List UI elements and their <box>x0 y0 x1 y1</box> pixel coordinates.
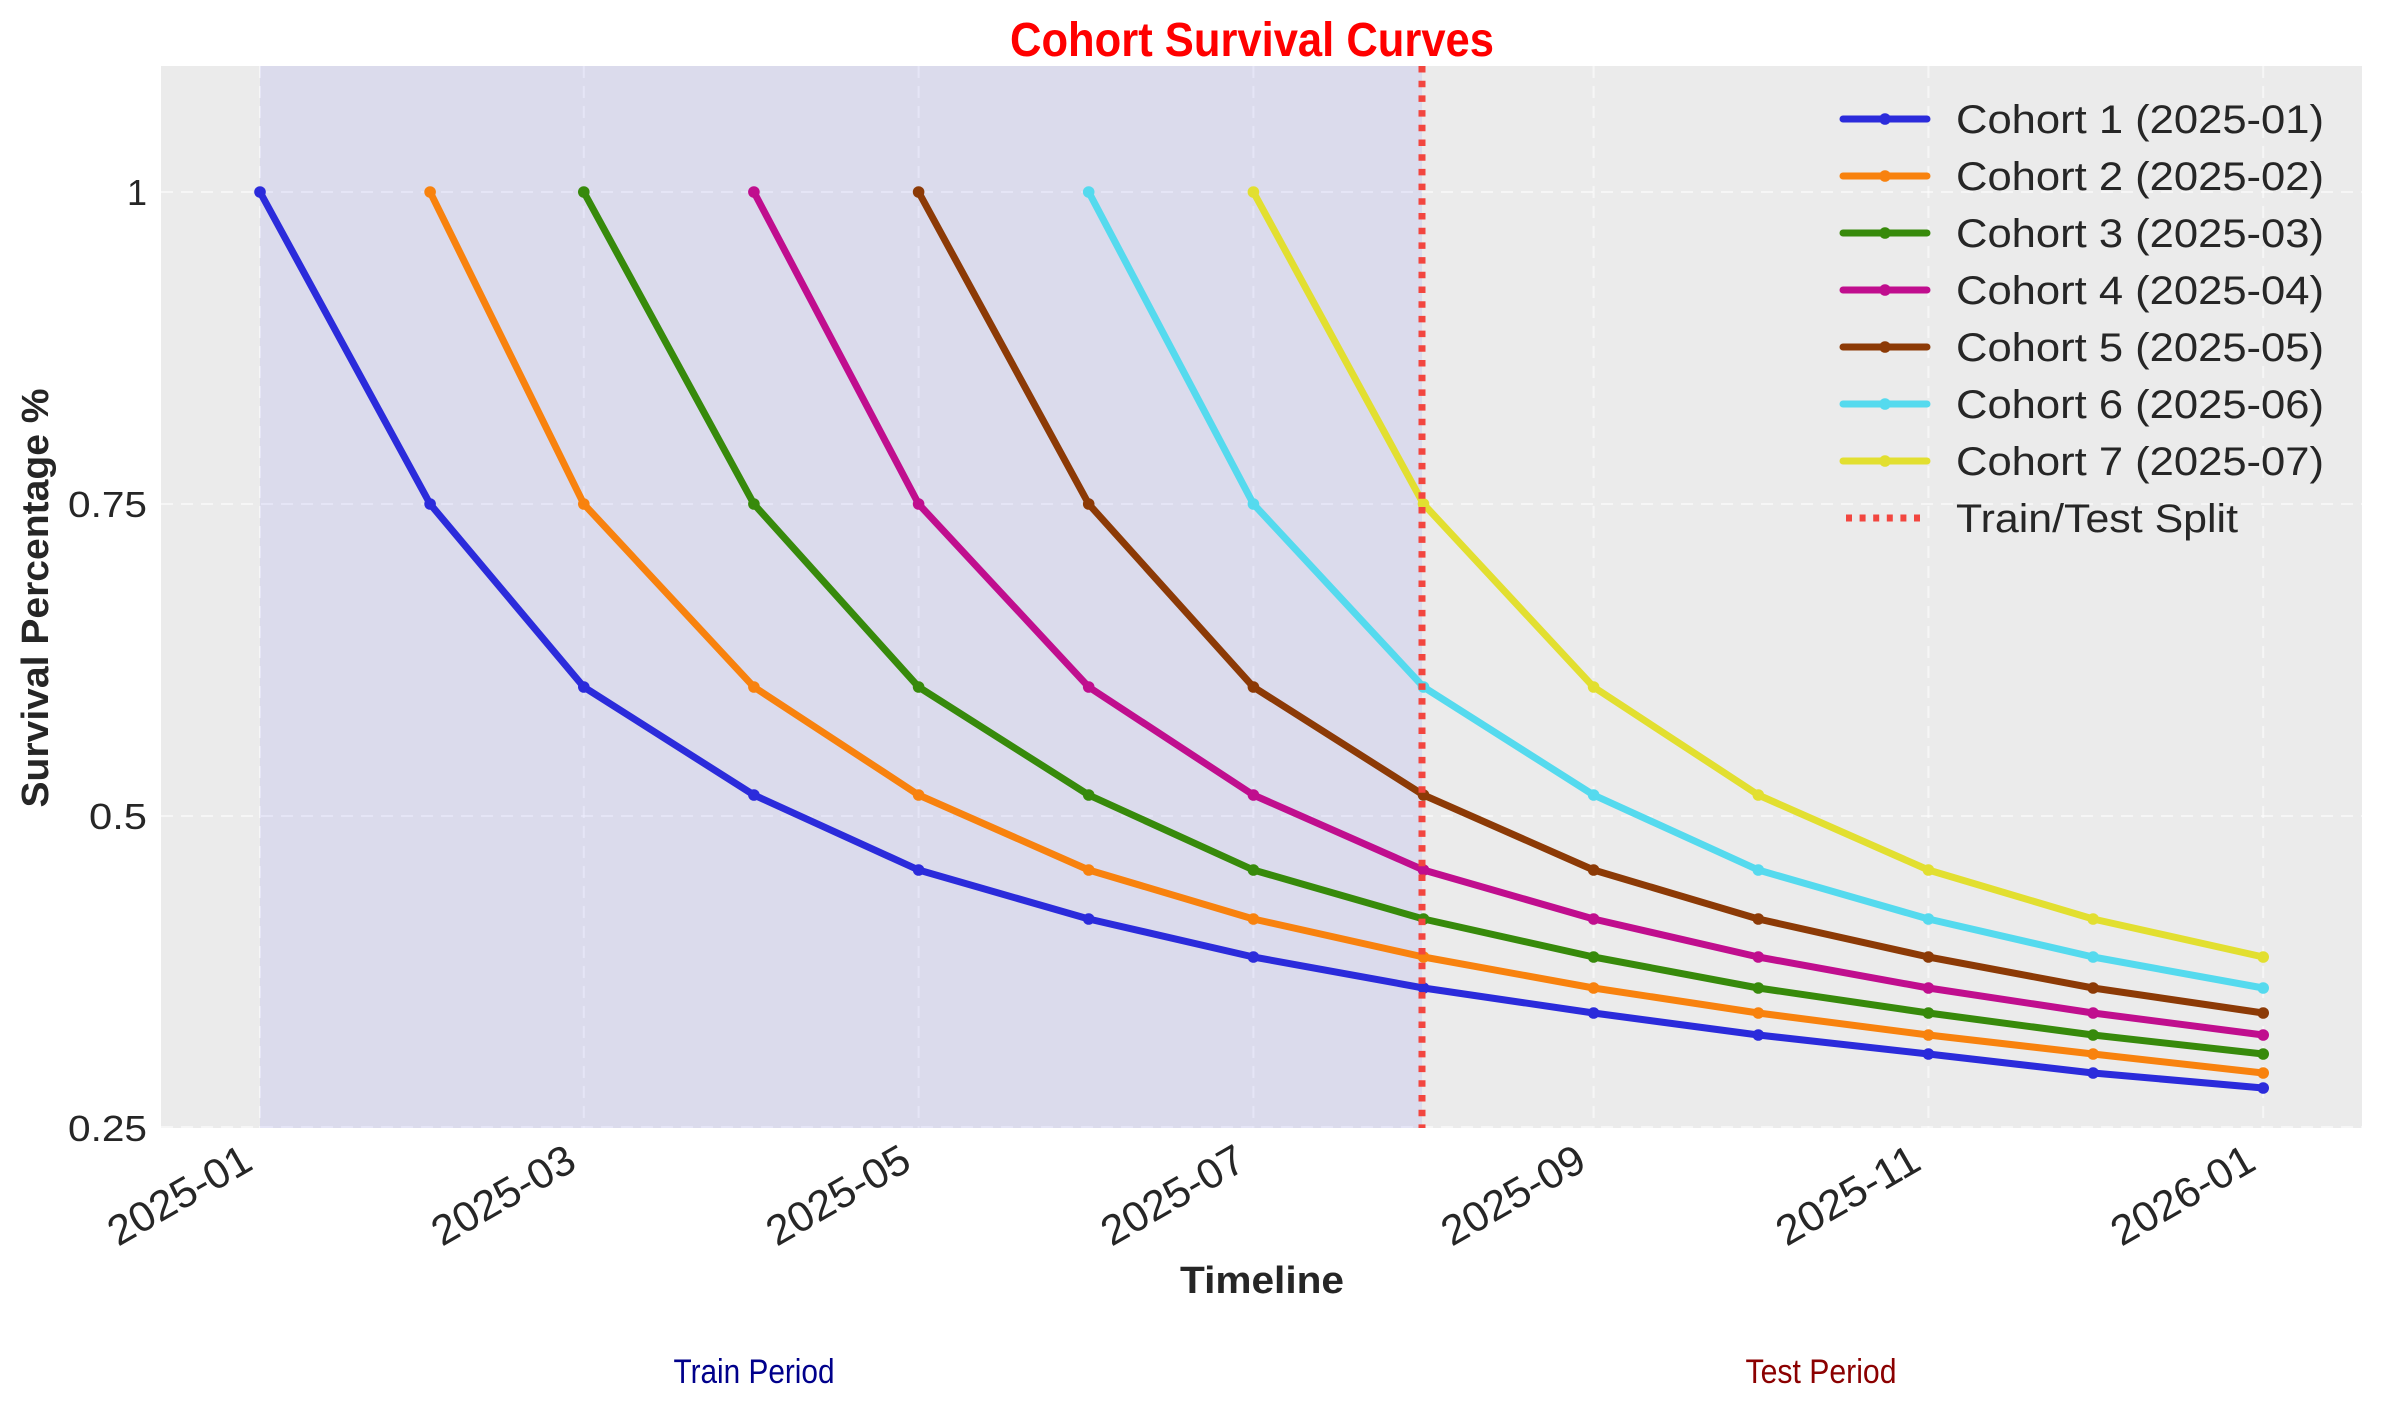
svg-text:Cohort 1 (2025-01): Cohort 1 (2025-01) <box>1956 98 2324 142</box>
svg-text:Test Period: Test Period <box>1746 1353 1897 1391</box>
svg-text:Cohort 7 (2025-07): Cohort 7 (2025-07) <box>1956 440 2324 484</box>
svg-text:Cohort 2 (2025-02): Cohort 2 (2025-02) <box>1956 155 2324 199</box>
svg-text:Cohort 6 (2025-06): Cohort 6 (2025-06) <box>1956 383 2324 427</box>
svg-text:Survival Percentage %: Survival Percentage % <box>15 389 57 808</box>
svg-text:Train/Test Split: Train/Test Split <box>1956 497 2238 541</box>
svg-text:Timeline: Timeline <box>1180 1260 1344 1302</box>
svg-text:Cohort 5 (2025-05): Cohort 5 (2025-05) <box>1956 326 2324 370</box>
svg-text:0.25: 0.25 <box>68 1108 147 1149</box>
svg-text:0.5: 0.5 <box>89 796 147 837</box>
svg-text:Cohort 4 (2025-04): Cohort 4 (2025-04) <box>1956 269 2324 313</box>
svg-text:1: 1 <box>127 172 147 213</box>
svg-text:Cohort Survival Curves: Cohort Survival Curves <box>1010 14 1494 67</box>
svg-text:0.75: 0.75 <box>68 484 147 525</box>
svg-text:Cohort 3 (2025-03): Cohort 3 (2025-03) <box>1956 212 2324 256</box>
svg-text:Train Period: Train Period <box>674 1353 835 1391</box>
